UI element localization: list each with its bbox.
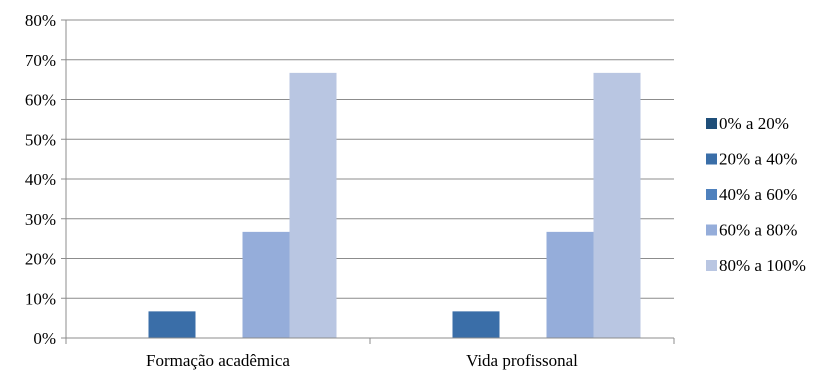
y-tick-label: 20% <box>25 250 56 269</box>
legend-label: 80% a 100% <box>719 256 806 275</box>
y-tick-label: 70% <box>25 51 56 70</box>
y-tick-label: 60% <box>25 91 56 110</box>
y-tick-labels: 0% 10% 20% 30% 40% 50% 60% 70% 80% <box>25 11 56 348</box>
bar <box>546 231 594 338</box>
legend-swatch <box>706 189 717 200</box>
legend-swatch <box>706 153 717 165</box>
bar <box>452 311 500 338</box>
legend-label: 20% a 40% <box>719 150 797 169</box>
bar <box>289 72 337 339</box>
y-tick-label: 40% <box>25 170 56 189</box>
bar <box>242 231 290 338</box>
y-tick-label: 80% <box>25 11 56 30</box>
y-tick-label: 10% <box>25 289 56 308</box>
x-tick-label: Vida profissonal <box>466 351 578 370</box>
y-tick-label: 0% <box>33 329 56 348</box>
axes <box>61 19 675 344</box>
legend-label: 40% a 60% <box>719 185 797 204</box>
x-tick-label: Formação acadêmica <box>146 351 290 370</box>
legend-swatch <box>706 118 717 129</box>
y-tick-label: 30% <box>25 210 56 229</box>
gridlines <box>66 19 674 299</box>
bars <box>148 72 641 339</box>
legend: 0% a 20% 20% a 40% 40% a 60% 60% a 80% 80% a… <box>706 114 806 275</box>
x-tick-labels: Formação acadêmica Vida profissonal <box>146 351 578 370</box>
bar <box>593 72 641 339</box>
legend-label: 0% a 20% <box>719 114 789 133</box>
y-tick-label: 50% <box>25 130 56 149</box>
legend-swatch <box>706 224 717 236</box>
bar <box>148 311 196 338</box>
legend-swatch <box>706 260 717 271</box>
legend-label: 60% a 80% <box>719 221 797 240</box>
